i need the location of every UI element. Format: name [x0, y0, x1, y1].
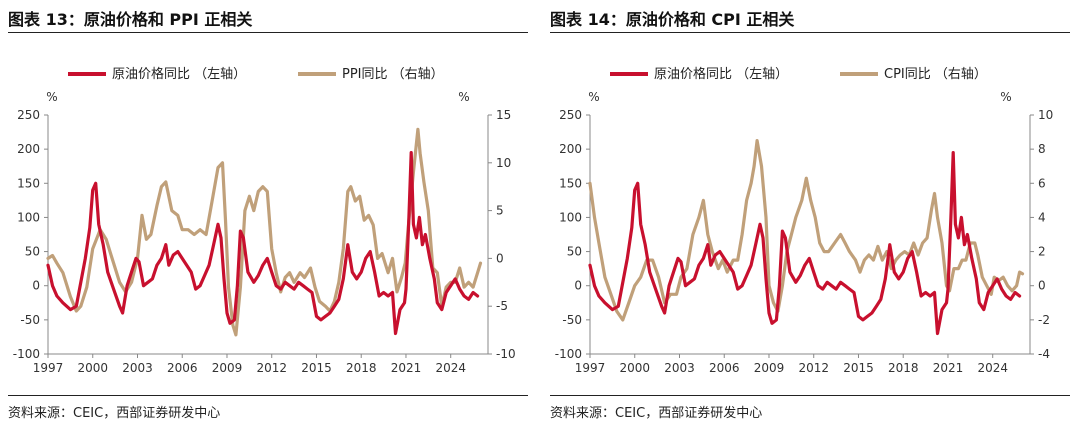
ppi-chart: 原油价格同比 （左轴） PPI同比 （右轴）% %-100-500501001502…: [13, 66, 516, 375]
x-tick-label: 2003: [122, 361, 153, 375]
legend-label: 原油价格同比 （左轴）: [654, 66, 788, 82]
left-tick-label: 250: [559, 108, 582, 122]
chart-title: 图表 13：原油价格和 PPI 正相关: [8, 10, 253, 29]
right-axis-unit: %: [458, 90, 469, 104]
x-tick-label: 2009: [754, 361, 785, 375]
x-tick-label: 2021: [933, 361, 964, 375]
left-tick-label: 100: [17, 210, 40, 224]
right-tick-label: 2: [1038, 245, 1046, 259]
left-tick-label: -100: [13, 347, 40, 361]
left-tick-label: -50: [562, 313, 582, 327]
source-rule: [8, 395, 528, 396]
x-tick-label: 2003: [664, 361, 695, 375]
x-tick-label: 1997: [33, 361, 64, 375]
left-tick-label: 150: [559, 176, 582, 190]
left-tick-label: 200: [559, 142, 582, 156]
x-tick-label: 2018: [888, 361, 919, 375]
series-line-right-axis: [588, 139, 1025, 322]
series-line-left-axis: [46, 151, 480, 336]
right-tick-label: 15: [496, 108, 511, 122]
left-tick-label: 0: [32, 279, 40, 293]
right-tick-label: 8: [1038, 142, 1046, 156]
legend-label: CPI同比 （右轴）: [884, 67, 987, 82]
cpi-chart: 原油价格同比 （左轴） CPI同比 （右轴）% %-100-500501001502…: [555, 66, 1054, 375]
x-tick-label: 2012: [798, 361, 829, 375]
right-tick-label: -10: [496, 347, 516, 361]
x-tick-label: 2024: [977, 361, 1008, 375]
left-tick-label: -100: [555, 347, 582, 361]
title-rule: [550, 32, 1070, 33]
right-tick-label: 10: [1038, 108, 1053, 122]
left-tick-label: 100: [559, 210, 582, 224]
left-tick-label: 0: [574, 279, 582, 293]
title-rule: [8, 32, 528, 33]
left-axis-unit: %: [588, 90, 599, 104]
chart-title: 图表 14：原油价格和 CPI 正相关: [550, 10, 795, 29]
right-tick-label: 4: [1038, 210, 1046, 224]
left-tick-label: 150: [17, 176, 40, 190]
x-tick-label: 2000: [77, 361, 108, 375]
left-tick-label: 50: [567, 245, 582, 259]
right-tick-label: 10: [496, 156, 511, 170]
right-tick-label: -2: [1038, 313, 1050, 327]
x-tick-label: 2009: [212, 361, 243, 375]
legend-label: PPI同比 （右轴）: [342, 67, 444, 82]
right-tick-label: 0: [496, 251, 504, 265]
right-tick-label: 0: [1038, 279, 1046, 293]
right-tick-label: 5: [496, 204, 504, 218]
x-tick-label: 2006: [167, 361, 198, 375]
left-tick-label: 200: [17, 142, 40, 156]
right-tick-label: -4: [1038, 347, 1050, 361]
x-tick-label: 2015: [843, 361, 874, 375]
left-tick-label: 50: [25, 245, 40, 259]
right-axis-unit: %: [1000, 90, 1011, 104]
source-note: 资料来源：CEIC，西部证券研发中心: [550, 406, 763, 421]
legend-label: 原油价格同比 （左轴）: [112, 66, 246, 82]
x-tick-label: 2006: [709, 361, 740, 375]
x-tick-label: 2000: [619, 361, 650, 375]
left-tick-label: -50: [20, 313, 40, 327]
chart-panel-ppi: 图表 13：原油价格和 PPI 正相关 原油价格同比 （左轴） PPI同比 （右轴…: [8, 0, 528, 433]
x-tick-label: 2021: [391, 361, 422, 375]
chart-panel-cpi: 图表 14：原油价格和 CPI 正相关 原油价格同比 （左轴） CPI同比 （右轴…: [550, 0, 1070, 433]
right-tick-label: -5: [496, 299, 508, 313]
x-tick-label: 2012: [256, 361, 287, 375]
left-tick-label: 250: [17, 108, 40, 122]
x-tick-label: 2015: [301, 361, 332, 375]
left-axis-unit: %: [46, 90, 57, 104]
x-tick-label: 2024: [435, 361, 466, 375]
x-tick-label: 2018: [346, 361, 377, 375]
series-line-left-axis: [588, 151, 1022, 336]
source-rule: [550, 395, 1070, 396]
x-tick-label: 1997: [575, 361, 606, 375]
right-tick-label: 6: [1038, 176, 1046, 190]
source-note: 资料来源：CEIC，西部证券研发中心: [8, 406, 221, 421]
